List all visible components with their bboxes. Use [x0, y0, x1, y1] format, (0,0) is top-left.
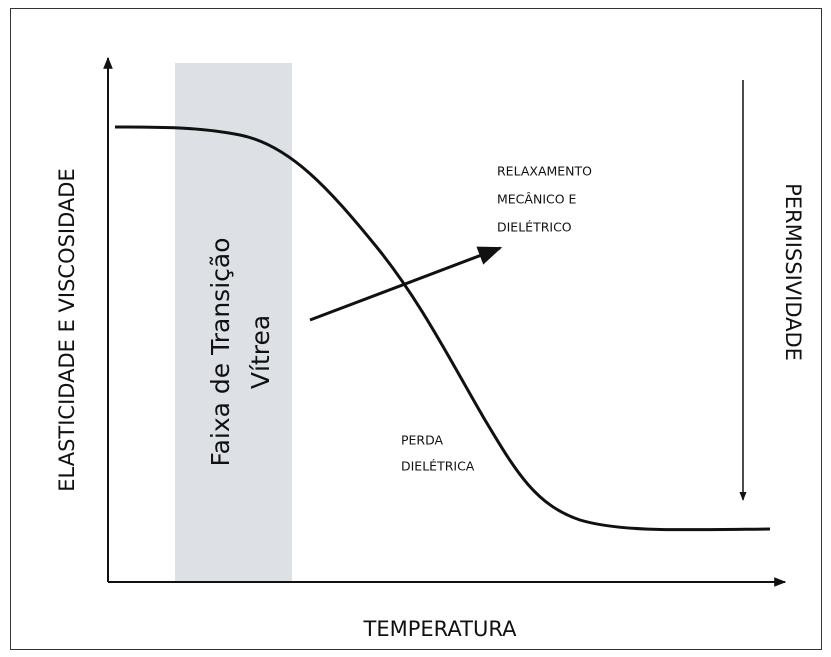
relaxation-arrow	[309, 246, 503, 322]
band-label: Faixa de Transição	[206, 238, 235, 467]
relaxation-label: MECÂNICO E	[497, 192, 577, 207]
right-axis-label: PERMISSIVIDADE	[781, 183, 805, 361]
loss-label: DIELÉTRICA	[401, 459, 475, 474]
curve	[114, 125, 771, 532]
frame	[10, 8, 822, 650]
loss-label: PERDA	[401, 433, 444, 448]
x-axis-label: TEMPERATURA	[363, 617, 518, 641]
relaxation-label: RELAXAMENTO	[497, 164, 592, 179]
transition-band	[175, 63, 292, 582]
relaxation-label: DIELÉTRICO	[497, 220, 572, 235]
band-label: Vítrea	[246, 315, 275, 389]
y-axis-label: ELASTICIDADE E VISCOSIDADE	[55, 168, 79, 491]
